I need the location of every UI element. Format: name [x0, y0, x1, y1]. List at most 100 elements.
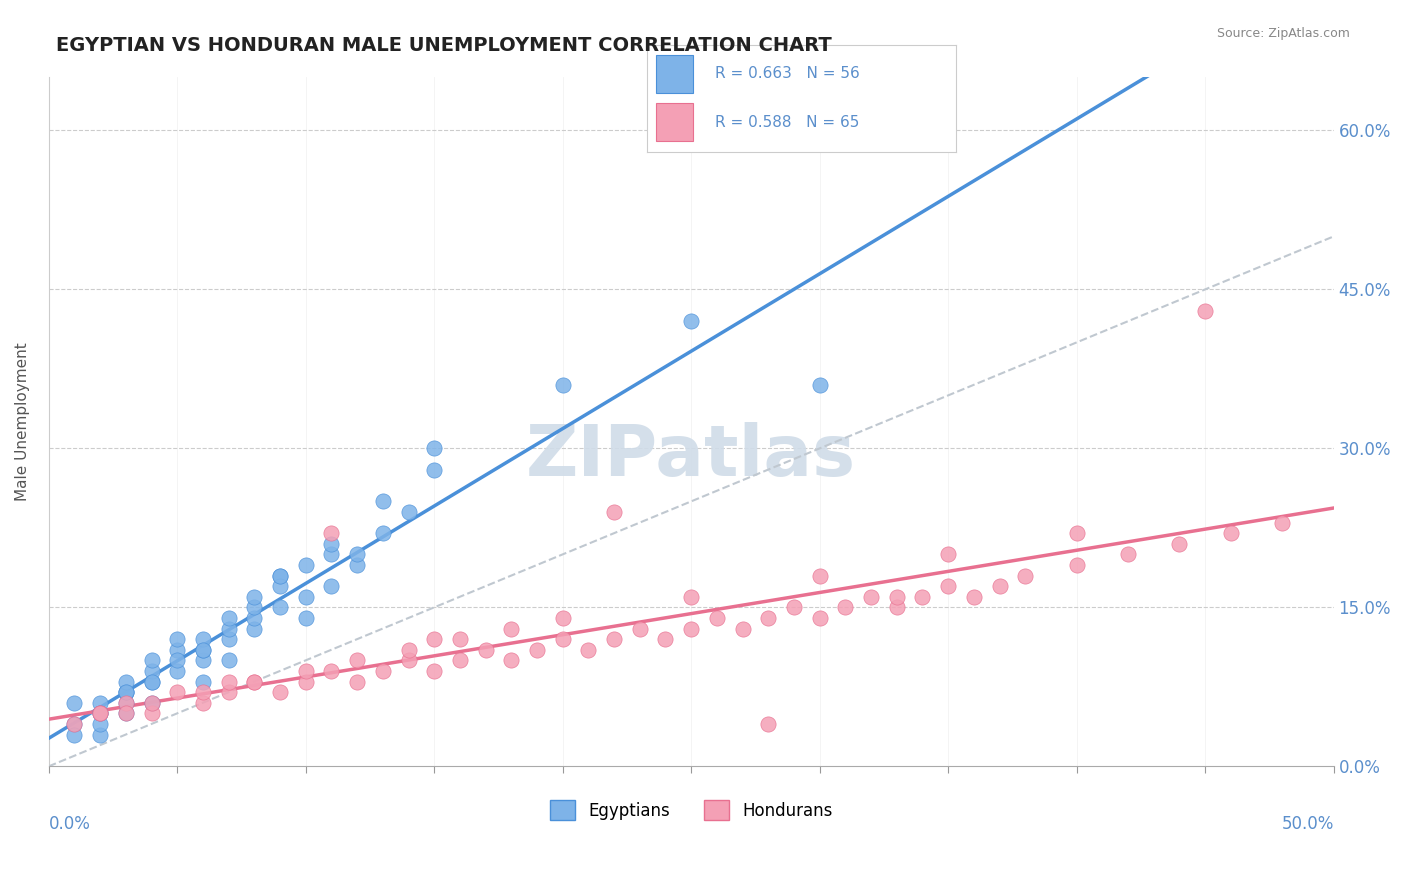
Point: [628, 622, 651, 636]
Point: [166, 653, 188, 667]
Point: [294, 674, 316, 689]
FancyBboxPatch shape: [657, 55, 693, 93]
Text: EGYPTIAN VS HONDURAN MALE UNEMPLOYMENT CORRELATION CHART: EGYPTIAN VS HONDURAN MALE UNEMPLOYMENT C…: [56, 36, 832, 54]
Point: [449, 632, 471, 647]
Point: [808, 611, 831, 625]
Point: [1066, 558, 1088, 572]
Point: [141, 653, 163, 667]
Point: [551, 632, 574, 647]
Point: [551, 611, 574, 625]
Point: [474, 642, 496, 657]
Point: [936, 579, 959, 593]
Point: [141, 674, 163, 689]
Point: [191, 685, 214, 699]
Point: [681, 314, 703, 328]
Point: [346, 653, 368, 667]
Point: [936, 547, 959, 561]
Point: [115, 685, 138, 699]
Point: [756, 717, 779, 731]
Point: [141, 696, 163, 710]
Point: [166, 664, 188, 678]
Point: [551, 377, 574, 392]
Point: [166, 685, 188, 699]
Point: [294, 590, 316, 604]
Point: [63, 717, 86, 731]
Point: [371, 526, 394, 541]
Point: [89, 717, 111, 731]
Point: [166, 642, 188, 657]
Point: [63, 696, 86, 710]
Text: R = 0.588   N = 65: R = 0.588 N = 65: [714, 115, 859, 130]
Point: [115, 706, 138, 721]
Point: [1271, 516, 1294, 530]
Point: [963, 590, 986, 604]
Point: [218, 674, 240, 689]
Point: [115, 696, 138, 710]
Point: [346, 558, 368, 572]
Point: [243, 611, 266, 625]
Point: [681, 622, 703, 636]
Point: [191, 674, 214, 689]
Point: [423, 462, 446, 476]
Point: [89, 706, 111, 721]
Point: [398, 653, 420, 667]
Point: [808, 568, 831, 582]
Point: [243, 674, 266, 689]
Text: 50.0%: 50.0%: [1281, 814, 1334, 832]
Point: [371, 664, 394, 678]
Point: [1066, 526, 1088, 541]
Point: [371, 494, 394, 508]
Point: [191, 696, 214, 710]
Point: [783, 600, 806, 615]
Text: 0.0%: 0.0%: [49, 814, 90, 832]
Point: [269, 568, 291, 582]
Text: Source: ZipAtlas.com: Source: ZipAtlas.com: [1216, 27, 1350, 40]
Point: [115, 674, 138, 689]
Point: [243, 674, 266, 689]
Point: [860, 590, 883, 604]
Point: [911, 590, 934, 604]
Point: [115, 706, 138, 721]
Text: R = 0.663   N = 56: R = 0.663 N = 56: [714, 66, 859, 81]
Point: [191, 642, 214, 657]
Point: [218, 611, 240, 625]
Point: [886, 600, 908, 615]
Point: [886, 590, 908, 604]
Point: [115, 685, 138, 699]
Point: [449, 653, 471, 667]
Point: [321, 526, 343, 541]
Point: [294, 611, 316, 625]
Point: [269, 579, 291, 593]
Point: [1168, 537, 1191, 551]
Point: [191, 632, 214, 647]
Point: [89, 696, 111, 710]
Point: [269, 600, 291, 615]
Point: [63, 727, 86, 741]
Point: [501, 653, 523, 667]
Point: [576, 642, 599, 657]
Point: [321, 537, 343, 551]
Text: ZIPatlas: ZIPatlas: [526, 422, 856, 491]
Legend: Egyptians, Hondurans: Egyptians, Hondurans: [544, 793, 839, 827]
Point: [141, 696, 163, 710]
FancyBboxPatch shape: [657, 103, 693, 141]
Point: [398, 505, 420, 519]
Point: [526, 642, 548, 657]
Point: [654, 632, 676, 647]
Point: [1116, 547, 1139, 561]
Point: [115, 685, 138, 699]
Point: [1219, 526, 1241, 541]
Y-axis label: Male Unemployment: Male Unemployment: [15, 343, 30, 501]
Point: [269, 568, 291, 582]
Point: [115, 696, 138, 710]
Point: [731, 622, 754, 636]
Point: [294, 558, 316, 572]
Point: [89, 706, 111, 721]
Point: [269, 685, 291, 699]
Point: [706, 611, 728, 625]
Point: [89, 706, 111, 721]
Point: [63, 717, 86, 731]
Point: [321, 664, 343, 678]
Point: [294, 664, 316, 678]
Point: [243, 600, 266, 615]
